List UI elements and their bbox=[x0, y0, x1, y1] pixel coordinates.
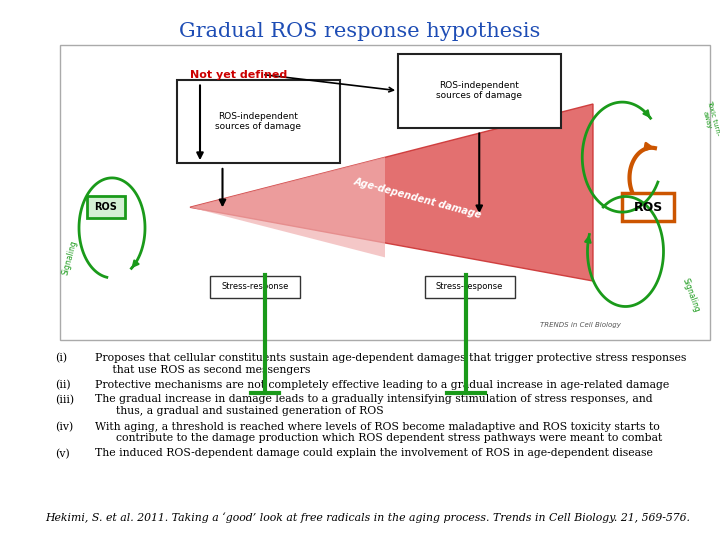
Text: Not yet defined: Not yet defined bbox=[190, 70, 287, 79]
Text: Age-dependent damage: Age-dependent damage bbox=[353, 177, 482, 220]
Text: Protective mechanisms are not completely effective leading to a gradual increase: Protective mechanisms are not completely… bbox=[95, 380, 670, 390]
Text: Gradual ROS response hypothesis: Gradual ROS response hypothesis bbox=[179, 22, 541, 41]
Bar bbox=[60, 45, 710, 340]
Bar bbox=[622, 193, 674, 221]
Text: The induced ROS-dependent damage could explain the involvement of ROS in age-dep: The induced ROS-dependent damage could e… bbox=[95, 449, 653, 458]
Text: ROS: ROS bbox=[94, 202, 117, 212]
Text: Toxic turn-
away: Toxic turn- away bbox=[699, 99, 720, 138]
Text: TRENDS in Cell Biology: TRENDS in Cell Biology bbox=[539, 322, 621, 328]
Text: With aging, a threshold is reached where levels of ROS become maladaptive and RO: With aging, a threshold is reached where… bbox=[95, 422, 662, 443]
Text: (v): (v) bbox=[55, 449, 70, 459]
Text: ROS: ROS bbox=[634, 201, 663, 214]
Text: Proposes that cellular constituents sustain age-dependent damages that trigger p: Proposes that cellular constituents sust… bbox=[95, 353, 686, 375]
Text: ROS-independent
sources of damage: ROS-independent sources of damage bbox=[436, 81, 522, 100]
Bar bbox=[86, 196, 125, 218]
Text: The gradual increase in damage leads to a gradually intensifying stimulation of : The gradual increase in damage leads to … bbox=[95, 395, 652, 416]
Bar bbox=[177, 80, 340, 163]
Text: Signaling: Signaling bbox=[60, 239, 78, 276]
Text: Signaling: Signaling bbox=[680, 278, 701, 314]
Bar bbox=[398, 54, 560, 127]
Polygon shape bbox=[190, 104, 593, 281]
Text: Stress-response: Stress-response bbox=[221, 282, 289, 292]
Bar bbox=[210, 276, 300, 298]
Text: (ii): (ii) bbox=[55, 380, 71, 390]
Text: Stress-response: Stress-response bbox=[436, 282, 503, 292]
Polygon shape bbox=[190, 157, 385, 258]
Text: (iv): (iv) bbox=[55, 422, 73, 432]
Text: Hekimi, S. et al. 2011. Taking a ‘good’ look at free radicals in the aging proce: Hekimi, S. et al. 2011. Taking a ‘good’ … bbox=[45, 512, 690, 523]
Bar bbox=[425, 276, 515, 298]
Text: (i): (i) bbox=[55, 353, 67, 363]
Text: ROS-independent
sources of damage: ROS-independent sources of damage bbox=[215, 112, 301, 131]
Text: (iii): (iii) bbox=[55, 395, 74, 405]
